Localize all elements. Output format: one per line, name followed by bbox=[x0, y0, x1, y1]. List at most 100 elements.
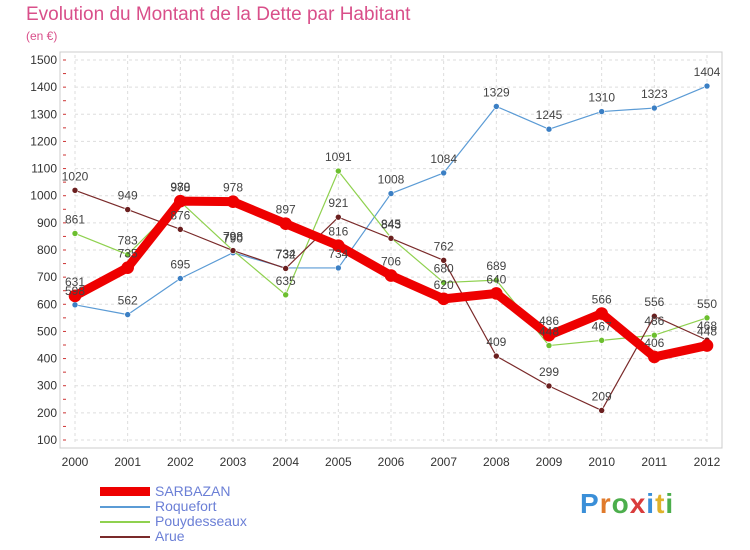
data-point bbox=[545, 342, 553, 349]
data-point bbox=[332, 239, 345, 252]
data-point bbox=[121, 261, 134, 274]
data-label: 406 bbox=[644, 336, 664, 350]
data-label: 732 bbox=[276, 247, 296, 261]
data-label: 1091 bbox=[325, 150, 352, 164]
y-tick-label: 1000 bbox=[30, 189, 57, 203]
data-label: 1404 bbox=[694, 65, 721, 79]
data-label: 468 bbox=[697, 319, 717, 333]
data-point bbox=[493, 352, 500, 360]
data-point bbox=[545, 125, 553, 133]
data-point bbox=[282, 291, 289, 299]
data-label: 921 bbox=[328, 196, 348, 210]
x-tick-label: 2011 bbox=[641, 455, 667, 469]
data-point bbox=[493, 103, 500, 110]
y-tick-label: 700 bbox=[37, 270, 57, 284]
data-point bbox=[124, 311, 131, 318]
data-point bbox=[71, 230, 79, 237]
logo-letter: P bbox=[580, 488, 600, 519]
data-label: 680 bbox=[434, 262, 454, 276]
x-tick-label: 2005 bbox=[325, 455, 352, 469]
data-point bbox=[545, 382, 553, 390]
data-label: 631 bbox=[65, 275, 85, 289]
data-label: 1084 bbox=[430, 152, 457, 166]
legend-label: Arue bbox=[155, 528, 185, 544]
data-point bbox=[124, 251, 131, 258]
data-label: 978 bbox=[223, 181, 243, 195]
legend-label: Pouydesseaux bbox=[155, 513, 247, 529]
data-point bbox=[71, 301, 79, 309]
data-label: 1020 bbox=[62, 169, 89, 183]
x-tick-label: 2010 bbox=[588, 455, 615, 469]
data-label: 843 bbox=[381, 217, 401, 231]
y-tick-label: 100 bbox=[37, 433, 57, 447]
data-label: 980 bbox=[170, 180, 190, 194]
data-point bbox=[174, 194, 187, 208]
data-point bbox=[651, 312, 658, 320]
data-label: 798 bbox=[223, 230, 243, 244]
data-label: 949 bbox=[118, 189, 138, 203]
y-tick-label: 800 bbox=[37, 243, 57, 257]
x-tick-label: 2006 bbox=[378, 455, 405, 469]
data-label: 734 bbox=[276, 247, 296, 261]
data-point bbox=[387, 235, 395, 242]
x-tick-label: 2003 bbox=[220, 455, 247, 469]
y-tick-label: 1500 bbox=[30, 53, 57, 67]
data-label: 640 bbox=[486, 272, 506, 286]
logo-letter: i bbox=[646, 488, 656, 519]
data-label: 816 bbox=[328, 225, 348, 239]
data-label: 620 bbox=[434, 278, 454, 292]
data-label: 798 bbox=[223, 230, 243, 244]
data-label: 1245 bbox=[536, 108, 563, 122]
x-tick-label: 2000 bbox=[62, 455, 89, 469]
data-label: 762 bbox=[434, 239, 454, 253]
data-label: 209 bbox=[592, 389, 612, 403]
data-point bbox=[387, 190, 395, 197]
legend-label: Roquefort bbox=[155, 498, 217, 514]
data-point bbox=[598, 108, 605, 115]
legend-swatch bbox=[100, 487, 150, 496]
data-point bbox=[598, 407, 605, 414]
data-point bbox=[648, 350, 661, 364]
data-point bbox=[229, 247, 237, 254]
y-tick-label: 500 bbox=[37, 324, 57, 338]
x-tick-label: 2008 bbox=[483, 455, 510, 469]
legend-label: SARBAZAN bbox=[155, 483, 231, 499]
data-label: 299 bbox=[539, 365, 559, 379]
x-tick-label: 2012 bbox=[694, 455, 721, 469]
data-label: 706 bbox=[381, 255, 401, 269]
data-point bbox=[651, 331, 658, 339]
data-label: 1008 bbox=[378, 173, 405, 187]
data-label: 556 bbox=[644, 295, 664, 309]
y-tick-label: 1300 bbox=[30, 107, 57, 121]
data-label: 562 bbox=[118, 294, 138, 308]
data-point bbox=[595, 307, 608, 320]
data-label: 486 bbox=[644, 314, 664, 328]
data-point bbox=[440, 279, 447, 286]
x-tick-label: 2007 bbox=[430, 455, 457, 469]
y-tick-label: 400 bbox=[37, 352, 57, 366]
legend-swatch bbox=[100, 521, 150, 523]
data-point bbox=[598, 337, 605, 344]
logo-letter: r bbox=[599, 488, 612, 519]
data-point bbox=[335, 167, 342, 175]
data-label: 689 bbox=[486, 259, 506, 273]
chart-subtitle: (en €) bbox=[26, 29, 58, 43]
y-tick-label: 1100 bbox=[31, 162, 57, 176]
logo-letter: t bbox=[655, 488, 666, 519]
data-label: 635 bbox=[276, 274, 296, 288]
data-point bbox=[124, 206, 131, 213]
y-tick-label: 300 bbox=[37, 379, 57, 393]
data-point bbox=[542, 328, 556, 342]
data-point bbox=[335, 213, 342, 221]
data-label: 1329 bbox=[483, 85, 510, 99]
data-label: 409 bbox=[486, 335, 506, 349]
data-point bbox=[71, 186, 79, 194]
y-tick-label: 200 bbox=[37, 406, 57, 420]
data-point bbox=[490, 287, 503, 300]
data-point bbox=[226, 195, 240, 208]
logo-letter: i bbox=[665, 488, 675, 519]
chart-title: Evolution du Montant de la Dette par Hab… bbox=[26, 4, 411, 25]
data-label: 978 bbox=[170, 181, 190, 195]
data-point bbox=[700, 339, 714, 352]
